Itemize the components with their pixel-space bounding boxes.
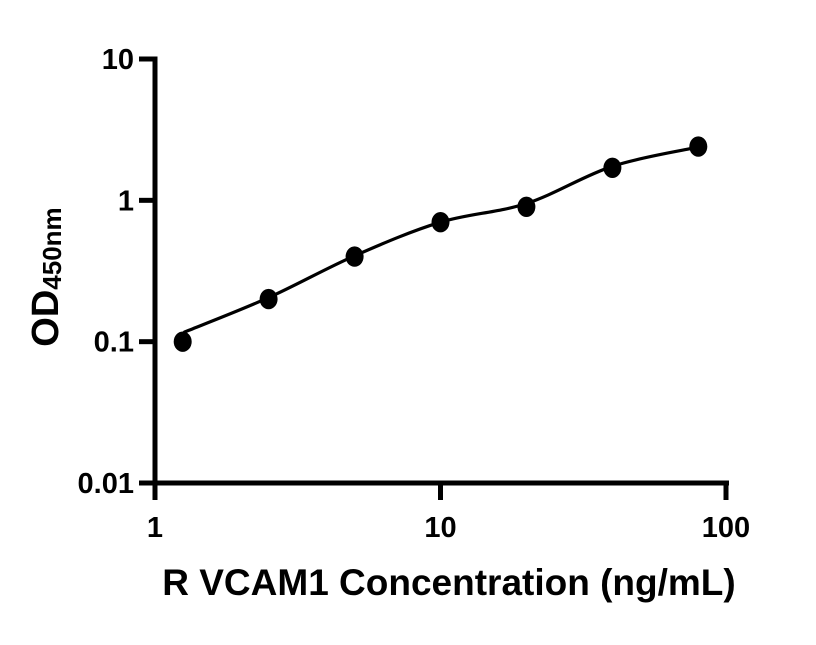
x-tick-label: 10 — [424, 512, 456, 544]
x-tick-label: 100 — [702, 512, 750, 544]
y-tick-label: 0.01 — [78, 468, 134, 500]
data-point — [259, 288, 278, 310]
y-axis-title-subscript: 450nm — [37, 207, 67, 289]
data-point — [431, 212, 450, 233]
data-point — [689, 136, 708, 157]
y-axis-title: OD450nm — [25, 207, 67, 346]
y-axis-title-main: OD — [25, 290, 67, 347]
data-point — [345, 246, 364, 267]
data-point — [517, 196, 536, 217]
y-tick-label: 10 — [102, 44, 134, 76]
x-axis-title: R VCAM1 Concentration (ng/mL) — [162, 562, 735, 603]
y-tick-label: 1 — [118, 185, 134, 217]
data-point — [173, 331, 192, 352]
x-tick-label: 1 — [147, 512, 163, 544]
data-point — [603, 157, 622, 178]
y-tick-label: 0.1 — [94, 327, 134, 359]
